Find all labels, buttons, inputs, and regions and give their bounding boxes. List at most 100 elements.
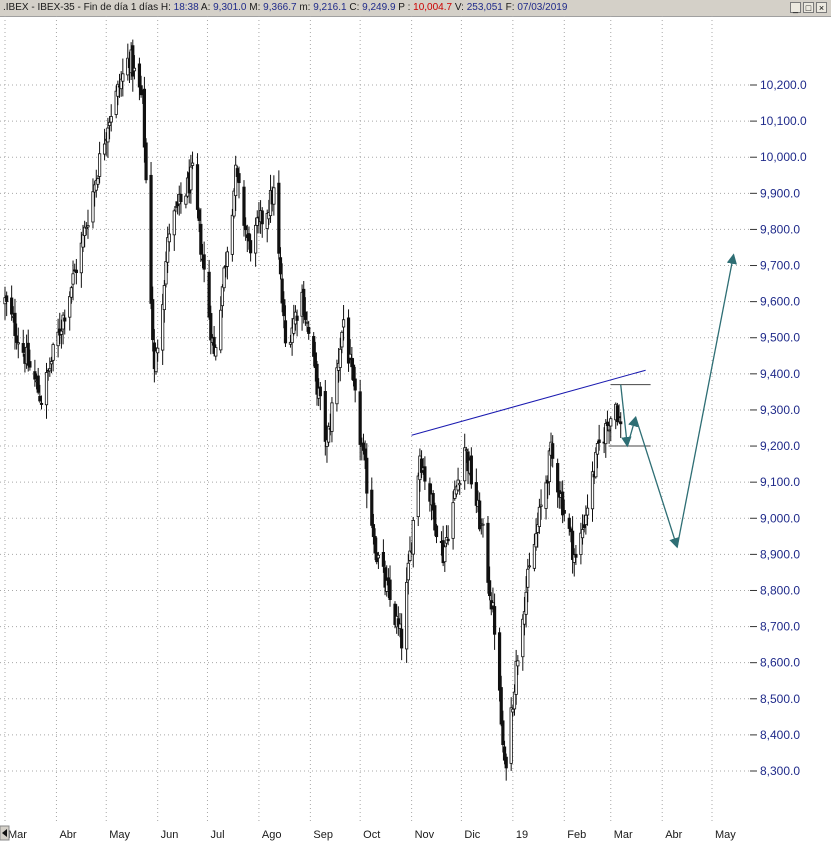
candle-body — [249, 240, 253, 254]
candle-body — [313, 352, 317, 369]
x-tick-label: Dic — [464, 829, 480, 841]
x-tick-label: Jun — [161, 829, 179, 841]
header-field-value: 10,004.7 — [413, 2, 453, 13]
header-field-label: A: — [198, 2, 214, 13]
candle-body — [209, 313, 213, 341]
candle-body — [371, 524, 376, 538]
candle-body — [190, 162, 195, 166]
candle-body — [521, 618, 525, 658]
candle-body — [330, 402, 334, 432]
x-tick-label: Oct — [363, 829, 380, 841]
price-chart[interactable]: 8,300.0 8,400.0 8,500.0 8,600.0 8,700.0 8,800… — [0, 16, 831, 841]
candle-body — [431, 493, 435, 511]
candle-body — [5, 295, 9, 302]
x-tick-label: Ago — [262, 829, 282, 841]
candle-body — [400, 628, 404, 649]
close-button[interactable]: × — [816, 2, 827, 13]
minimize-button[interactable]: _ — [790, 2, 801, 13]
candle-body — [214, 347, 218, 357]
candle-body — [242, 186, 246, 226]
candle-body — [570, 530, 575, 560]
x-tick-label: 19 — [516, 829, 528, 841]
candle-body — [590, 471, 595, 510]
candle-body — [277, 182, 281, 254]
candle-body — [74, 269, 78, 274]
candle-body — [237, 173, 241, 184]
symbol-label: .IBEX - IBEX-35 - Fin de día 1 días — [3, 2, 159, 13]
candle-body — [585, 507, 590, 516]
candle-body — [179, 193, 183, 203]
candle-body — [511, 708, 515, 713]
y-tick-label: 9,400.0 — [760, 367, 800, 381]
candle-body — [184, 195, 188, 205]
chart-header: .IBEX - IBEX-35 - Fin de día 1 días H: 1… — [0, 0, 831, 17]
y-tick-label: 8,900.0 — [760, 547, 800, 561]
x-tick-label: Jul — [210, 829, 224, 841]
header-field-value: 253,051 — [466, 2, 503, 13]
candle-body — [408, 550, 412, 561]
candle-body — [341, 319, 346, 328]
candle-body — [433, 505, 437, 531]
candle-body — [149, 174, 153, 304]
x-tick-label: Abr — [665, 829, 682, 841]
candle-body — [580, 529, 585, 539]
header-field-value: 9,216.1 — [313, 2, 347, 13]
candle-body — [376, 554, 381, 559]
header-field-value: 9,301.0 — [213, 2, 247, 13]
candle-body — [151, 299, 155, 341]
candle-body — [551, 443, 555, 459]
projection-arrow — [635, 416, 680, 549]
candle-body — [478, 500, 482, 530]
x-tick-label: May — [109, 829, 130, 841]
y-tick-label: 9,500.0 — [760, 331, 800, 345]
candle-body — [84, 227, 88, 229]
candle-body — [97, 153, 102, 177]
header-field-label: V: — [452, 2, 467, 13]
candle-body — [544, 482, 548, 509]
x-tick-label: Sep — [313, 829, 333, 841]
candle-body — [411, 519, 415, 555]
candle-body — [13, 312, 17, 336]
header-field-value: 9,249.9 — [362, 2, 396, 13]
candle-body — [604, 423, 608, 445]
y-tick-label: 9,800.0 — [760, 222, 800, 236]
candle-body — [156, 347, 160, 354]
candle-body — [197, 209, 201, 221]
candle-body — [584, 514, 588, 525]
candle-body — [365, 457, 369, 494]
candle-body — [81, 234, 85, 248]
maximize-button[interactable]: □ — [803, 2, 814, 13]
candle-body — [305, 321, 309, 324]
candle-body — [335, 367, 339, 405]
candle-body — [107, 121, 112, 126]
candle-body — [48, 368, 52, 372]
scroll-left-icon — [2, 829, 7, 837]
candle-body — [617, 416, 621, 419]
y-tick-label: 8,400.0 — [760, 728, 800, 742]
candle-body — [481, 523, 485, 526]
x-axis-ticks: Mar Abr May Jun Jul Ago Sep Oct Nov Dic 19 Feb Mar Ab… — [8, 829, 736, 841]
candle-body — [469, 455, 473, 485]
candle-body — [220, 286, 225, 307]
candle-body — [167, 233, 171, 243]
candle-body — [595, 443, 600, 455]
candle-body — [323, 391, 327, 442]
candle-body — [574, 553, 578, 558]
candle-body — [21, 343, 25, 353]
header-field-label: H: — [160, 2, 174, 13]
candle-body — [537, 506, 541, 527]
y-tick-label: 8,500.0 — [760, 692, 800, 706]
candle-body — [463, 447, 467, 482]
candle-body — [416, 475, 420, 518]
candle-body — [562, 510, 566, 514]
candle-body — [516, 660, 520, 667]
scroll-left-button[interactable] — [0, 825, 10, 841]
candle-body — [502, 746, 507, 761]
candle-body — [260, 210, 264, 225]
candle-body — [582, 524, 586, 529]
candle-body — [16, 342, 20, 345]
candle-body — [497, 632, 502, 691]
y-tick-label: 10,200.0 — [760, 78, 807, 92]
candle-body — [247, 233, 251, 242]
candle-body — [491, 602, 495, 607]
